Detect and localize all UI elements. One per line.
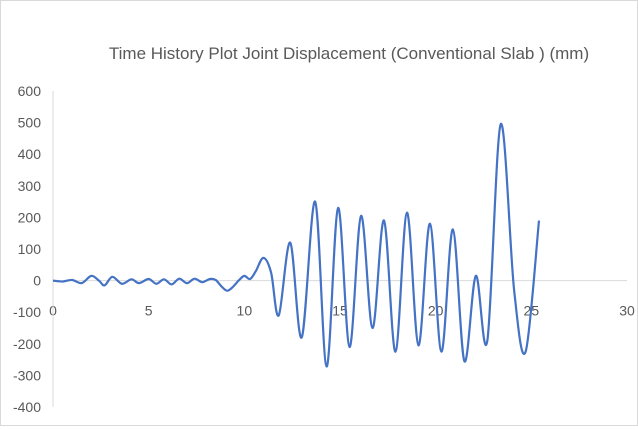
y-axis-tick-labels: 600 500 400 300 200 100 0 -100 -200 -300 -400 bbox=[13, 83, 41, 415]
y-tick-label: -100 bbox=[13, 304, 41, 320]
x-tick-label: 15 bbox=[332, 303, 348, 319]
y-tick-label: 200 bbox=[18, 209, 42, 225]
series-line-1 bbox=[52, 123, 541, 368]
y-tick-label: 500 bbox=[18, 115, 42, 131]
chart-title: Time History Plot Joint Displacement (Co… bbox=[109, 44, 589, 63]
y-tick-label: 100 bbox=[18, 241, 42, 257]
y-tick-label: 300 bbox=[18, 178, 42, 194]
x-tick-label: 30 bbox=[619, 303, 635, 319]
x-tick-label: 10 bbox=[237, 303, 253, 319]
series-group bbox=[52, 123, 541, 368]
y-tick-label: 400 bbox=[18, 146, 42, 162]
y-tick-label: -300 bbox=[13, 367, 41, 383]
y-tick-label: 0 bbox=[33, 273, 41, 289]
x-tick-label: 20 bbox=[428, 303, 444, 319]
y-tick-label: -200 bbox=[13, 336, 41, 352]
y-tick-label: 600 bbox=[18, 83, 42, 99]
y-tick-label: -400 bbox=[13, 399, 41, 415]
x-tick-label: 5 bbox=[145, 303, 153, 319]
